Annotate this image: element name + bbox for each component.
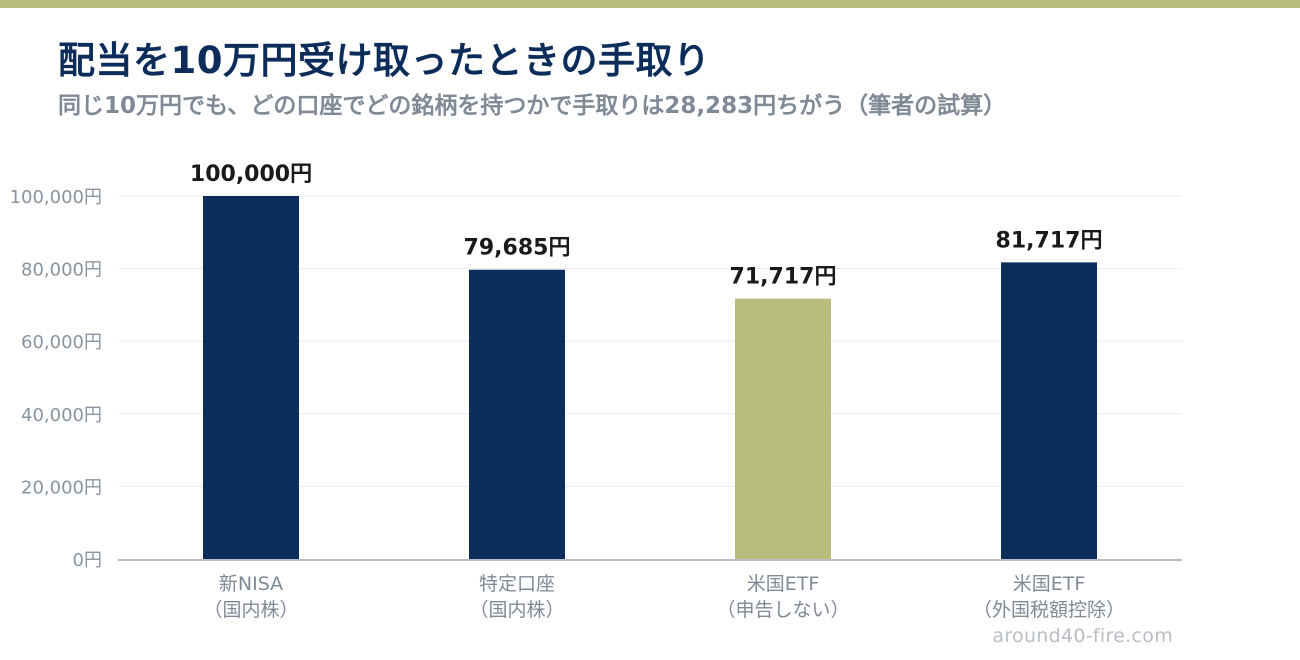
y-tick-label: 100,000円 <box>10 187 102 208</box>
y-tick-label: 40,000円 <box>21 405 102 426</box>
x-tick-label: （申告しない） <box>716 599 849 621</box>
bar <box>1001 262 1097 559</box>
x-tick-label: 新NISA <box>219 573 283 595</box>
y-tick-label: 0円 <box>73 550 102 571</box>
data-label: 71,717円 <box>730 265 837 290</box>
x-tick-label: 特定口座 <box>479 573 555 595</box>
bar <box>735 298 831 559</box>
data-label: 100,000円 <box>190 162 312 187</box>
y-tick-label: 20,000円 <box>21 477 102 498</box>
x-tick-label: 米国ETF <box>1013 573 1086 595</box>
y-tick-label: 60,000円 <box>21 332 102 353</box>
data-label: 79,685円 <box>464 236 571 261</box>
y-tick-label: 80,000円 <box>21 260 102 281</box>
chart-subtitle: 同じ10万円でも、どの口座でどの銘柄を持つかで手取りは28,283円ちがう（筆者… <box>58 93 1007 119</box>
watermark: around40-fire.com <box>992 625 1173 647</box>
x-tick-label: （国内株） <box>203 599 298 621</box>
x-tick-label: （外国税額控除） <box>973 599 1125 621</box>
x-tick-label: 米国ETF <box>747 573 820 595</box>
bar <box>469 269 565 559</box>
chart-title: 配当を10万円受け取ったときの手取り <box>58 39 711 82</box>
top-accent-bar <box>0 0 1300 8</box>
x-tick-label: （国内株） <box>469 599 564 621</box>
bar <box>203 196 299 559</box>
data-label: 81,717円 <box>996 228 1103 253</box>
